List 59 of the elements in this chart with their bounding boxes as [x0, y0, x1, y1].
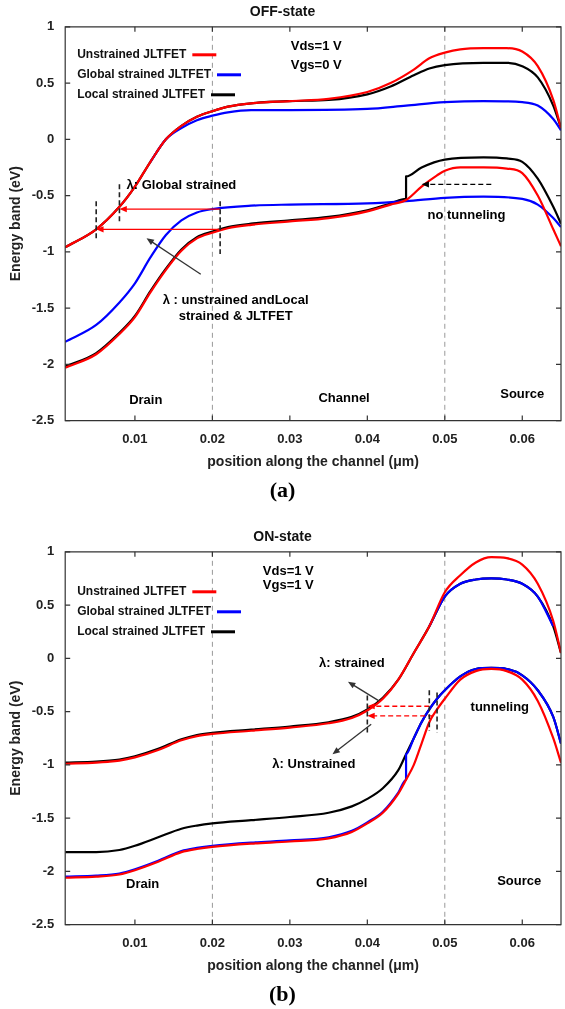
x-tick-label: 0.05 [432, 934, 458, 950]
legend-label: Unstrained JLTFET [77, 47, 187, 62]
annotation: Drain [129, 391, 163, 407]
x-tick-label: 0.01 [122, 934, 148, 950]
y-tick-label: 0 [46, 649, 55, 665]
x-tick-label: 0.06 [509, 430, 535, 446]
x-tick-label: 0.03 [277, 934, 303, 950]
y-axis-title: Energy band (eV) [7, 680, 24, 796]
y-tick-label: -2.5 [31, 916, 55, 932]
annotation: λ : unstrained andLocal strained & JLTFET [162, 291, 309, 323]
y-tick-label: -2 [42, 355, 55, 371]
x-tick-label: 0.04 [354, 934, 381, 950]
annotation: Vds=1 V [262, 562, 315, 578]
line-series [65, 195, 561, 343]
annotation: λ: strained [318, 655, 385, 671]
annotation: Source [500, 386, 545, 402]
legend-label: Local strained JLTFET [77, 624, 206, 639]
x-axis-title: position along the channel (μm) [207, 957, 419, 974]
annotation: λ: Global strained [126, 177, 237, 193]
annotation: Channel [318, 389, 370, 405]
y-tick-label: 0.5 [36, 596, 55, 612]
annotation: Vgs=0 V [290, 56, 342, 72]
y-tick-label: -1.5 [31, 809, 55, 825]
x-tick-label: 0.01 [122, 430, 148, 446]
chart-title: OFF-state [249, 3, 316, 20]
x-tick-label: 0.06 [509, 934, 535, 950]
legend-label: Local strained JLTFET [77, 87, 206, 102]
annotation: Drain [126, 875, 160, 891]
annotation: Source [497, 872, 542, 888]
annotation: no tunneling [427, 207, 506, 223]
y-tick-label: -1 [42, 756, 55, 772]
annotation: Channel [316, 874, 368, 890]
annotation: Vgs=1 V [262, 577, 315, 593]
y-tick-label: 0.5 [36, 74, 55, 90]
annotation: λ: Unstrained [272, 756, 356, 772]
x-tick-label: 0.02 [199, 934, 226, 950]
y-tick-label: -0.5 [31, 187, 55, 203]
text: (a) [268, 476, 297, 504]
legend-label: Global strained JLTFET [77, 604, 212, 619]
y-tick-label: -0.5 [31, 703, 55, 719]
x-tick-label: 0.02 [199, 430, 226, 446]
y-tick-label: 1 [46, 18, 55, 34]
x-tick-label: 0.04 [354, 430, 381, 446]
x-tick-label: 0.05 [432, 430, 458, 446]
y-tick-label: -1 [42, 243, 55, 259]
chart-title: ON-state [253, 528, 312, 545]
x-axis-title: position along the channel (μm) [207, 453, 419, 470]
y-tick-label: -2.5 [31, 412, 55, 428]
annotation: tunneling [470, 698, 530, 714]
y-tick-label: -1.5 [31, 299, 55, 315]
text: (b) [268, 980, 297, 1008]
y-tick-label: 0 [46, 130, 55, 146]
legend-label: Global strained JLTFET [77, 67, 212, 82]
legend-label: Unstrained JLTFET [77, 584, 187, 599]
annotation: Vds=1 V [290, 37, 342, 53]
y-axis-title: Energy band (eV) [7, 166, 24, 282]
y-tick-label: 1 [46, 543, 55, 559]
y-tick-label: -2 [42, 862, 55, 878]
x-tick-label: 0.03 [277, 430, 303, 446]
